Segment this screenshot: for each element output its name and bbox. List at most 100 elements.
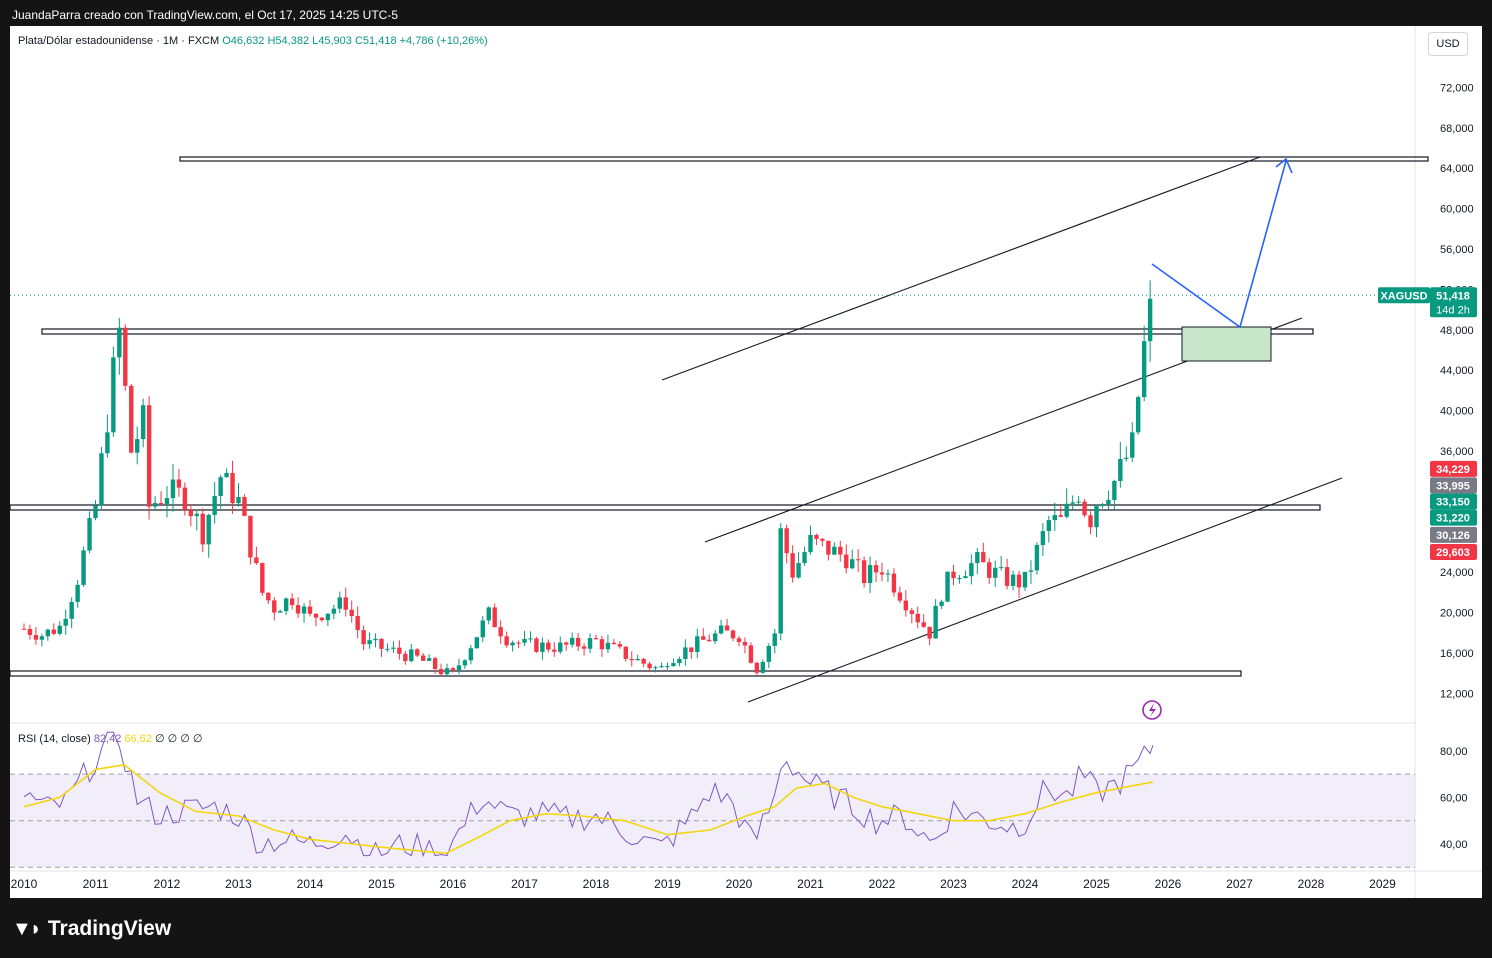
time-tick-label: 2027 [1226,877,1253,891]
candle-body [528,638,533,640]
candle-body [510,642,515,646]
candle-body [432,658,438,669]
candle-body [1028,570,1034,572]
candle-body [975,552,980,564]
candle-body [57,625,62,634]
price-tick-label: 44,000 [1440,365,1474,377]
candle-body [1136,397,1141,433]
candle-body [158,502,164,504]
candle-body [355,615,360,631]
symbol-badge [1378,287,1430,304]
candle-body [1052,515,1057,521]
candle-body [826,540,831,555]
time-tick-label: 2026 [1155,877,1182,891]
candle-body [1088,515,1093,528]
price-tick-label: 72,000 [1440,82,1474,94]
candle-body [689,647,694,652]
time-tick-label: 2029 [1369,877,1396,891]
candle-body [599,639,605,650]
candle-body [337,597,342,609]
candle-body [963,576,968,579]
price-tick-label: 48,000 [1440,325,1474,337]
price-tick-label: 68,000 [1440,123,1474,135]
candle-body [200,513,205,545]
candle-body [879,572,885,575]
candle-body [272,600,277,613]
candle-body [224,472,229,478]
price-badge [1430,544,1477,560]
candle-body [927,626,932,639]
candle-body [903,600,909,611]
horizontal-zone-2 [10,504,1321,511]
candle-body [730,630,736,639]
channel-line-0 [661,156,1261,381]
candle-body [403,653,408,662]
rsi-ma-line [23,763,1154,855]
price-tick-label: 36,000 [1440,446,1474,458]
candle-body [343,597,348,610]
candle-body [21,628,27,630]
candle-body [498,627,503,637]
candle-body [939,601,944,606]
candle-body [766,645,771,662]
price-badge [1430,526,1477,543]
price-chart[interactable]: 12,00016,00020,00024,00028,00032,00036,0… [10,26,1482,898]
last-price-badge [1430,287,1477,318]
time-tick-label: 2019 [654,877,681,891]
rsi-extra: ∅ ∅ ∅ ∅ [155,733,203,745]
candle-body [611,642,617,645]
candle-body [855,559,861,561]
candle-body [671,663,676,667]
time-tick-label: 2018 [583,877,610,891]
candle-body [504,636,509,646]
candle-body [951,571,956,579]
chart-frame[interactable]: 12,00016,00020,00024,00028,00032,00036,0… [10,26,1482,898]
candle-body [605,642,611,650]
candle-body [194,513,199,517]
candle-body [957,578,962,580]
candle-body [1106,499,1111,505]
candle-body [850,559,855,569]
price-badge-value: 34,229 [1436,464,1470,476]
candle-body [1130,432,1135,458]
candle-body [718,625,724,634]
rsi-line [23,731,1154,858]
lightning-bolt [1149,703,1156,717]
price-tick-label: 20,000 [1440,608,1474,620]
price-badge-value: 33,995 [1436,480,1470,492]
candle-body [164,498,170,504]
horizontal-zone-3 [10,670,1242,677]
candle-body [146,405,152,507]
candle-body [426,658,432,661]
candle-body [278,611,283,613]
candle-body [170,479,176,499]
candle-body [873,565,879,573]
candle-body [248,515,253,558]
candle-body [778,528,783,634]
time-tick-label: 2017 [511,877,538,891]
candle-body [474,637,480,649]
tradingview-logo[interactable]: ▼◗ TradingView [12,917,171,941]
candle-body [1112,480,1117,500]
candle-body [301,606,307,614]
candle-body [522,639,527,643]
candle-body [117,327,122,358]
candle-body [593,638,599,640]
candle-body [135,439,140,453]
time-tick-label: 2013 [225,877,252,891]
candle-body [1118,458,1123,481]
currency-button[interactable]: USD [1428,32,1468,56]
candle-body [581,646,587,649]
candle-body [379,638,384,649]
candle-body [695,636,700,652]
candle-body [444,668,450,675]
candle-body [188,510,194,517]
candle-body [438,668,444,675]
candle-body [212,496,217,515]
candle-body [236,496,241,504]
countdown-value: 14d 2h [1436,304,1470,316]
candle-body [969,563,974,577]
candle-body [27,628,33,636]
ohlc-change: +4,786 (+10,26%) [399,35,488,47]
candle-body [69,601,74,619]
